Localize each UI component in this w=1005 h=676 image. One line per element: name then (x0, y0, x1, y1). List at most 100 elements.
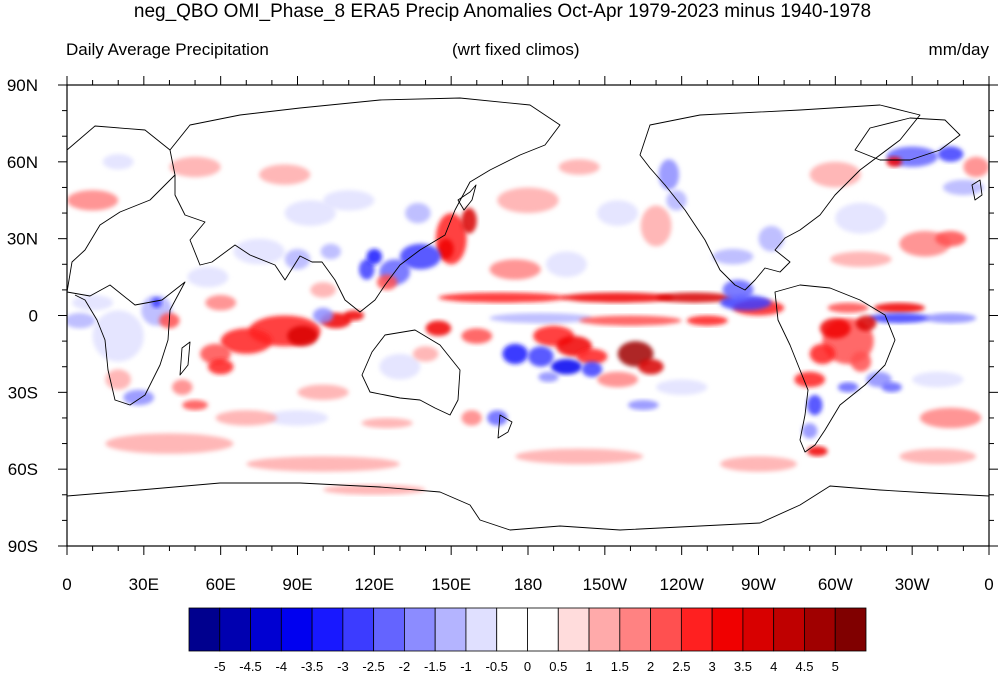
colorbar-swatch (465, 607, 498, 652)
colorbar-label: 0.5 (549, 659, 567, 674)
anomaly-cell-85 (233, 238, 285, 265)
anomaly-cell-1 (461, 207, 477, 234)
x-tick-label: 180 (514, 575, 542, 594)
anomaly-cell-12 (827, 302, 869, 313)
colorbar-swatch (280, 607, 313, 652)
x-tick-label: 30W (895, 575, 930, 594)
anomaly-cell-23 (287, 325, 318, 347)
coastline-greenland (854, 117, 961, 161)
anomaly-cell-65 (881, 382, 902, 393)
x-tick-label: 0 (62, 575, 71, 594)
anomaly-cell-41 (487, 410, 508, 426)
anomaly-cell-58 (819, 318, 851, 339)
anomaly-cell-54 (658, 159, 680, 191)
anomaly-cell-94 (963, 156, 989, 178)
latitude-labels: 90N 60N 30N 0 30S 60S 90S (7, 76, 38, 556)
axis-ticks (58, 76, 998, 555)
colorbar-swatch (773, 607, 805, 652)
coastline-eurasia (169, 97, 561, 313)
y-tick-label: 30S (8, 383, 38, 402)
colorbar-label: -4 (276, 659, 288, 674)
colorbar-swatch (527, 607, 559, 652)
anomaly-cell-113 (310, 282, 336, 298)
anomaly-cell-28 (461, 328, 493, 344)
colorbar-swatch (557, 607, 590, 652)
colorbar-swatch (373, 607, 405, 652)
anomaly-cell-105 (720, 456, 797, 472)
colorbar-label: 5 (832, 659, 839, 674)
x-tick-label: 60E (206, 575, 236, 594)
anomaly-cell-10 (656, 292, 733, 303)
anomaly-cell-46 (830, 251, 892, 267)
colorbar-label: 3.5 (734, 659, 752, 674)
anomaly-cell-16 (868, 313, 931, 324)
anomaly-cell-96 (379, 353, 421, 380)
colorbar-label: 1 (585, 659, 592, 674)
colorbar-label: -3 (337, 659, 349, 674)
anomaly-cell-49 (809, 161, 861, 188)
anomaly-cell-43 (712, 248, 754, 265)
x-tick-label: 60W (818, 575, 853, 594)
colorbar-label: -0.5 (485, 659, 507, 674)
anomaly-cell-34 (502, 343, 528, 365)
anomaly-cell-53 (886, 156, 902, 167)
anomaly-cell-26 (200, 343, 231, 365)
anomaly-cell-80 (67, 312, 96, 329)
anomaly-cell-18 (489, 313, 592, 324)
coastline-africa (67, 125, 186, 406)
anomaly-cell-9 (561, 292, 674, 303)
anomaly-cell-63 (837, 382, 859, 393)
anomaly-cell-95 (405, 202, 431, 224)
colorbar-label: 1.5 (611, 659, 629, 674)
anomaly-cell-3 (399, 243, 441, 270)
anomaly-cell-17 (925, 313, 977, 324)
anomaly-cell-89 (323, 190, 375, 211)
precip-anomaly-field (67, 146, 989, 495)
colorbar-label: -5 (214, 659, 226, 674)
anomaly-cell-74 (151, 297, 162, 308)
anomaly-cell-77 (123, 389, 155, 406)
x-tick-label: 0 (984, 575, 993, 594)
anomaly-cell-66 (807, 394, 823, 416)
anomaly-cell-61 (850, 351, 872, 372)
anomaly-cell-6 (366, 248, 382, 265)
anomaly-cell-27 (425, 320, 452, 336)
x-tick-label: 90E (282, 575, 312, 594)
anomaly-cell-109 (489, 259, 541, 280)
colorbar-label: 3 (708, 659, 715, 674)
coastline-south-america (774, 284, 896, 453)
x-tick-label: 90W (741, 575, 776, 594)
coastline-antarctica (67, 482, 989, 531)
anomaly-cell-51 (937, 146, 964, 162)
anomaly-cell-42 (461, 410, 482, 426)
colorbar-swatch (219, 607, 251, 652)
y-tick-label: 60N (7, 153, 38, 172)
anomaly-cell-82 (205, 295, 237, 311)
anomaly-cell-103 (246, 456, 400, 472)
anomaly-cell-13 (873, 302, 926, 313)
anomaly-cell-15 (722, 279, 754, 301)
anomaly-cell-19 (579, 315, 682, 326)
colorbar-swatch (650, 607, 682, 652)
anomaly-cell-83 (207, 359, 234, 375)
colorbar-label: -2 (399, 659, 411, 674)
anomaly-cell-48 (935, 231, 966, 247)
anomaly-cell-59 (855, 315, 877, 331)
colorbar-swatch (742, 607, 775, 652)
anomaly-cell-100 (361, 418, 413, 429)
colorbar-swatch (342, 607, 375, 652)
anomaly-cell-39 (597, 371, 639, 388)
anomaly-cell-68 (807, 446, 828, 457)
colorbar-swatch (404, 607, 436, 652)
x-tick-label: 30E (129, 575, 159, 594)
coastline-madagascar (179, 341, 191, 376)
anomaly-cell-22 (220, 328, 272, 354)
anomaly-cell-36 (551, 359, 582, 375)
anomaly-cell-55 (666, 190, 687, 211)
anomaly-cell-88 (284, 200, 336, 226)
anomaly-cell-37 (581, 361, 603, 377)
anomaly-cell-56 (558, 159, 600, 175)
colorbar-swatch (188, 607, 221, 652)
anomaly-cell-35 (528, 346, 554, 367)
